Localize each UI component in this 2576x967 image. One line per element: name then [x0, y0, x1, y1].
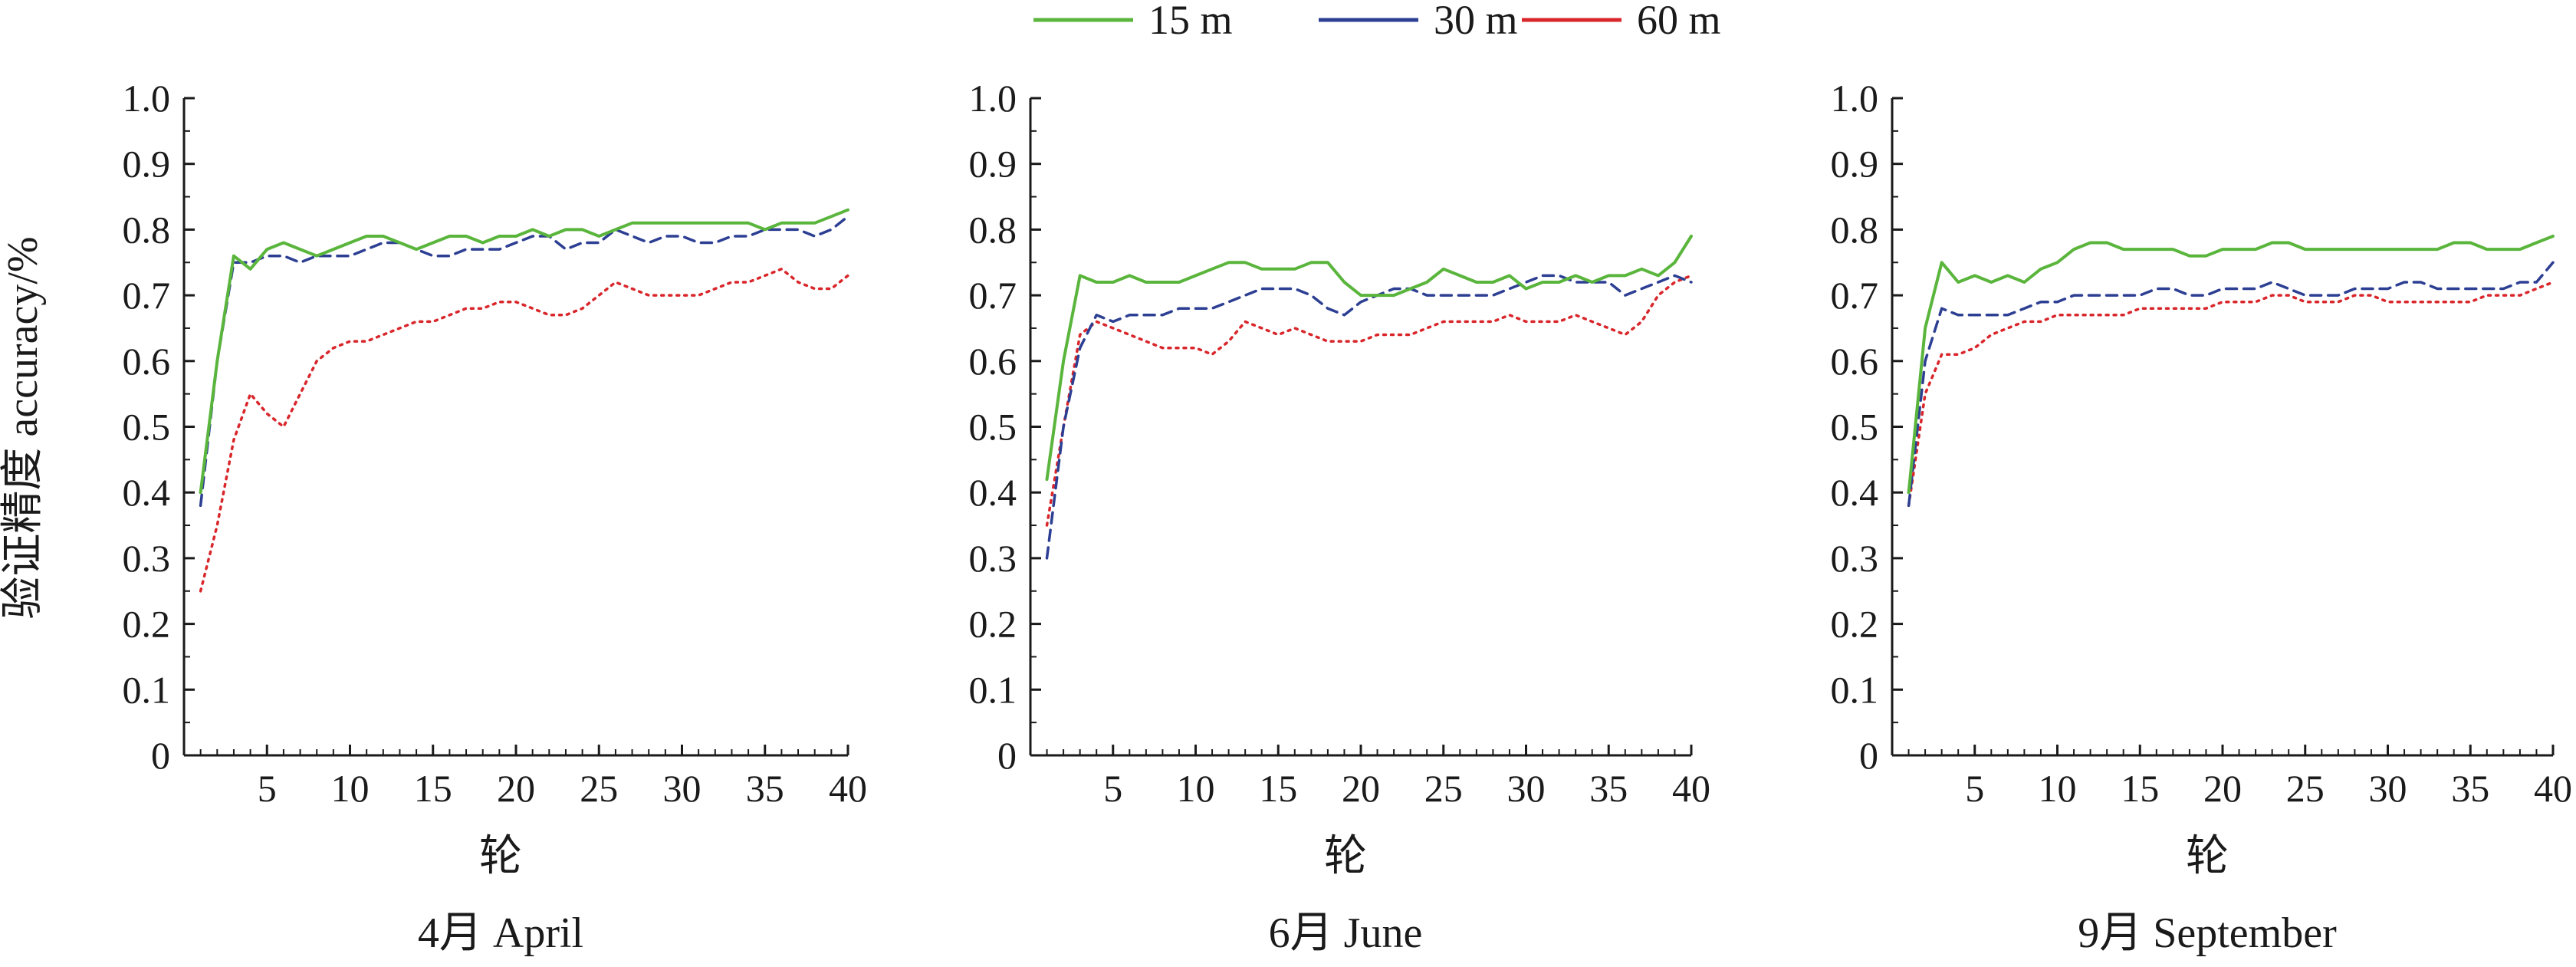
- x-tick-label: 30: [1507, 767, 1546, 810]
- x-tick-label: 35: [2451, 767, 2489, 810]
- y-tick-label: 0.8: [123, 208, 171, 251]
- y-tick-label: 1.0: [969, 77, 1017, 120]
- y-tick-label: 0.5: [969, 406, 1017, 449]
- y-tick-label: 0.7: [969, 274, 1017, 317]
- y-tick-label: 0.5: [1831, 406, 1879, 449]
- panel-title: 4月 April: [418, 909, 583, 957]
- series-line-30m: [199, 215, 849, 508]
- x-tick-label: 15: [414, 767, 452, 810]
- x-tick-label: 5: [1103, 767, 1122, 810]
- series-line-15m: [1045, 235, 1693, 482]
- x-axis-label: 轮: [479, 833, 522, 880]
- y-tick-label: 0.6: [1831, 340, 1879, 383]
- series-line-60m: [1045, 274, 1693, 527]
- x-tick-label: 10: [2039, 767, 2077, 810]
- y-tick-label: 0.2: [969, 603, 1017, 646]
- x-tick-label: 20: [2203, 767, 2242, 810]
- x-axis-label: 轮: [2186, 833, 2229, 880]
- y-tick-label: 0.2: [1831, 603, 1879, 646]
- y-tick-label: 0.7: [1831, 274, 1879, 317]
- y-tick-label: 0.1: [1831, 668, 1879, 711]
- y-tick-label: 0.1: [969, 668, 1017, 711]
- y-tick-label: 0: [1859, 734, 1878, 777]
- x-tick-label: 25: [1424, 767, 1463, 810]
- x-tick-label: 25: [2286, 767, 2325, 810]
- chart-panel-2: 0 0.1 0.2 0.3 0.4 0.5 0.6 0.7 0.8 0.9 1.0 5 10 15 20 25…: [969, 77, 1711, 957]
- series-line-15m: [1907, 235, 2555, 495]
- x-tick-label: 25: [580, 767, 618, 810]
- series-line-30m: [1907, 261, 2555, 508]
- legend-label: 30 m: [1434, 0, 1518, 43]
- y-tick-label: 0.9: [1831, 143, 1879, 186]
- x-tick-label: 40: [2534, 767, 2572, 810]
- y-tick-label: 0.4: [1831, 471, 1879, 514]
- y-tick-label: 0: [151, 734, 170, 777]
- series-line-30m: [1045, 274, 1693, 560]
- legend-label: 15 m: [1148, 0, 1233, 43]
- y-tick-label: 0.8: [969, 208, 1017, 251]
- chart-panels: 0 0.1 0.2 0.3 0.4 0.5 0.6 0.7 0.8 0.9 1.0 5 10 15 20 25…: [123, 77, 2573, 957]
- y-tick-label: 0: [997, 734, 1017, 777]
- y-tick-label: 1.0: [123, 77, 171, 120]
- y-tick-label: 0.4: [969, 471, 1017, 514]
- x-tick-label: 35: [746, 767, 784, 810]
- legend: 15 m 30 m 60 m: [1033, 0, 1721, 43]
- x-tick-label: 30: [663, 767, 702, 810]
- y-tick-label: 0.2: [123, 603, 171, 646]
- legend-label: 60 m: [1637, 0, 1721, 43]
- y-tick-label: 0.4: [123, 471, 171, 514]
- x-tick-label: 5: [258, 767, 277, 810]
- chart-panel-1: 0 0.1 0.2 0.3 0.4 0.5 0.6 0.7 0.8 0.9 1.0 5 10 15 20 25…: [123, 77, 868, 957]
- y-tick-label: 0.6: [969, 340, 1017, 383]
- x-tick-label: 10: [1177, 767, 1215, 810]
- x-tick-label: 35: [1589, 767, 1628, 810]
- panel-title: 9月 September: [2078, 909, 2337, 957]
- y-tick-label: 0.6: [123, 340, 171, 383]
- y-tick-label: 0.9: [969, 143, 1017, 186]
- series-line-15m: [199, 208, 849, 495]
- y-tick-label: 0.3: [969, 537, 1017, 580]
- y-tick-label: 0.3: [123, 537, 171, 580]
- y-tick-label: 0.9: [123, 143, 171, 186]
- x-tick-label: 30: [2369, 767, 2407, 810]
- y-tick-label: 0.5: [123, 406, 171, 449]
- y-tick-label: 0.1: [123, 668, 171, 711]
- y-axis-label: 验证精度 accuracy/%: [0, 236, 47, 619]
- y-tick-label: 0.8: [1831, 208, 1879, 251]
- x-tick-label: 15: [1259, 767, 1297, 810]
- x-tick-label: 10: [331, 767, 370, 810]
- x-tick-label: 40: [829, 767, 867, 810]
- series-line-60m: [199, 268, 849, 593]
- x-tick-label: 20: [1342, 767, 1380, 810]
- x-tick-label: 40: [1672, 767, 1710, 810]
- panel-title: 6月 June: [1269, 909, 1423, 957]
- x-tick-label: 15: [2121, 767, 2159, 810]
- y-tick-label: 0.7: [123, 274, 171, 317]
- x-tick-label: 20: [497, 767, 535, 810]
- y-tick-label: 0.3: [1831, 537, 1879, 580]
- series-line-60m: [1907, 281, 2555, 508]
- x-tick-label: 5: [1965, 767, 1984, 810]
- y-tick-label: 1.0: [1831, 77, 1879, 120]
- x-axis-label: 轮: [1324, 833, 1367, 880]
- chart-panel-3: 0 0.1 0.2 0.3 0.4 0.5 0.6 0.7 0.8 0.9 1.0 5 10 15 20 25…: [1831, 77, 2573, 957]
